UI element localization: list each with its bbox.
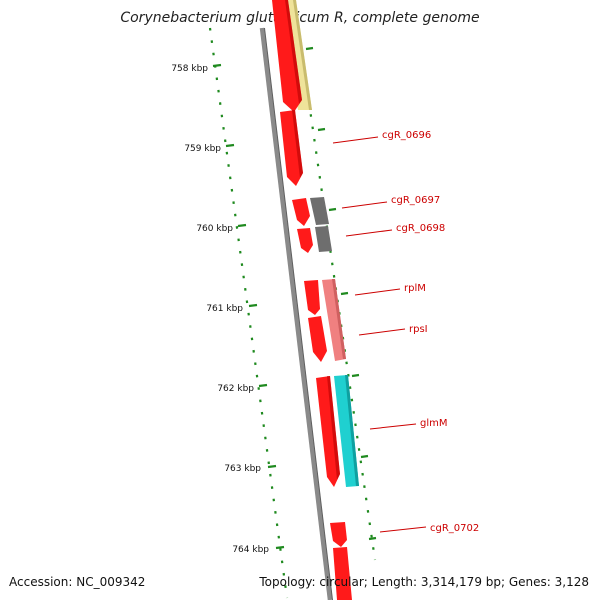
feature-gray-0698[interactable] (315, 226, 332, 252)
gene-label-cgR_0696[interactable]: cgR_0696 (382, 130, 431, 141)
ruler-tick (258, 383, 268, 388)
cds-arrows (272, 0, 352, 600)
ruler-label: 760 kbp (196, 224, 233, 234)
gene-label-rpsI[interactable]: rpsI (409, 324, 428, 335)
feature-pink-edge (332, 279, 346, 359)
gene-label-glmM[interactable]: glmM (420, 418, 448, 429)
cds-arrow[interactable] (272, 0, 302, 112)
feature-gray-0697[interactable] (310, 197, 329, 225)
ruler-tick (248, 303, 258, 308)
outer-tick (305, 46, 314, 51)
gene-labels: cgR_0696 cgR_0697 cgR_0698 rplM rpsI glm… (382, 130, 479, 534)
gene-label-cgR_0698[interactable]: cgR_0698 (396, 223, 445, 234)
ruler-labels: 758 kbp 759 kbp 760 kbp 761 kbp 762 kbp … (171, 64, 269, 555)
ruler-tick (275, 545, 285, 550)
outer-tick (340, 291, 349, 296)
outer-ticks (305, 46, 377, 541)
leader-line (345, 229, 393, 237)
label-leaders (332, 136, 427, 533)
ruler-tick (237, 223, 247, 228)
outer-tick (317, 127, 326, 132)
cds-arrow-shading (285, 0, 340, 480)
ruler-ticks (212, 63, 285, 550)
feature-cyan-edge (345, 375, 359, 486)
ruler-label: 764 kbp (232, 545, 269, 555)
backbone-shadow (264, 27, 333, 600)
feature-pink-rplM[interactable] (322, 279, 346, 361)
cds-arrow[interactable] (292, 198, 310, 226)
gene-label-cgR_0702[interactable]: cgR_0702 (430, 523, 479, 534)
feature-cyan-glmM[interactable] (334, 375, 359, 487)
cds-arrow[interactable] (304, 280, 320, 315)
accession-text: Accession: NC_009342 (9, 575, 146, 589)
gene-label-cgR_0697[interactable]: cgR_0697 (391, 195, 440, 206)
ruler-dotted-line (208, 27, 289, 599)
outer-tick (328, 207, 337, 212)
ruler-label: 759 kbp (184, 144, 221, 154)
feature-yellow-edge (293, 0, 312, 110)
ruler-label: 763 kbp (224, 464, 261, 474)
ruler-tick (267, 464, 277, 469)
leader-line (379, 526, 427, 533)
cds-arrow[interactable] (333, 547, 352, 600)
cds-arrow[interactable] (330, 522, 347, 547)
cds-arrow[interactable] (297, 228, 313, 253)
gene-label-rplM[interactable]: rplM (404, 283, 426, 294)
ruler-label: 761 kbp (206, 304, 243, 314)
leader-line (332, 136, 379, 144)
leader-line (354, 288, 401, 296)
ruler-tick (212, 63, 222, 68)
outer-tick (368, 536, 377, 541)
cds-arrow[interactable] (316, 376, 340, 487)
map-title: Corynebacterium glutamicum R, complete g… (120, 10, 480, 26)
genome-backbone (259, 27, 333, 600)
ruler-tick (225, 143, 235, 148)
leader-line (358, 328, 406, 336)
ruler-label: 758 kbp (171, 64, 208, 74)
ruler-label: 762 kbp (217, 384, 254, 394)
topology-text: Topology: circular; Length: 3,314,179 bp… (259, 575, 589, 589)
outer-tick (360, 454, 369, 459)
cds-arrow[interactable] (308, 316, 327, 362)
leader-line (369, 423, 417, 430)
outer-tick (351, 373, 360, 378)
leader-line (341, 201, 388, 209)
